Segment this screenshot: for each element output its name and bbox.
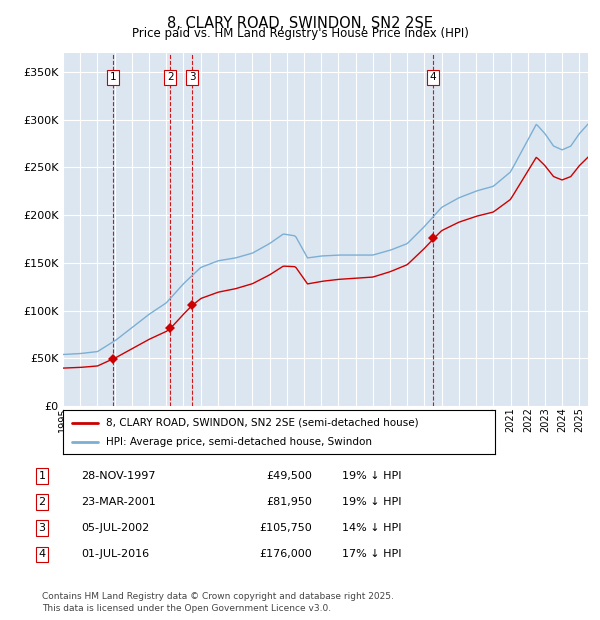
Text: 19% ↓ HPI: 19% ↓ HPI xyxy=(342,471,401,481)
Text: 3: 3 xyxy=(189,73,196,82)
Text: 2: 2 xyxy=(38,497,46,507)
Text: £105,750: £105,750 xyxy=(259,523,312,533)
Text: 8, CLARY ROAD, SWINDON, SN2 2SE: 8, CLARY ROAD, SWINDON, SN2 2SE xyxy=(167,16,433,30)
Text: 01-JUL-2016: 01-JUL-2016 xyxy=(81,549,149,559)
Text: HPI: Average price, semi-detached house, Swindon: HPI: Average price, semi-detached house,… xyxy=(106,436,372,446)
Text: £49,500: £49,500 xyxy=(266,471,312,481)
Text: 4: 4 xyxy=(430,73,436,82)
Text: 3: 3 xyxy=(38,523,46,533)
Text: 4: 4 xyxy=(38,549,46,559)
Text: 28-NOV-1997: 28-NOV-1997 xyxy=(81,471,155,481)
Text: 1: 1 xyxy=(38,471,46,481)
Text: 05-JUL-2002: 05-JUL-2002 xyxy=(81,523,149,533)
Text: 17% ↓ HPI: 17% ↓ HPI xyxy=(342,549,401,559)
Text: £81,950: £81,950 xyxy=(266,497,312,507)
Text: 2: 2 xyxy=(167,73,173,82)
Text: £176,000: £176,000 xyxy=(259,549,312,559)
Text: 14% ↓ HPI: 14% ↓ HPI xyxy=(342,523,401,533)
Text: Price paid vs. HM Land Registry's House Price Index (HPI): Price paid vs. HM Land Registry's House … xyxy=(131,27,469,40)
Text: 23-MAR-2001: 23-MAR-2001 xyxy=(81,497,156,507)
Text: Contains HM Land Registry data © Crown copyright and database right 2025.
This d: Contains HM Land Registry data © Crown c… xyxy=(42,591,394,613)
Text: 8, CLARY ROAD, SWINDON, SN2 2SE (semi-detached house): 8, CLARY ROAD, SWINDON, SN2 2SE (semi-de… xyxy=(106,418,419,428)
Text: 19% ↓ HPI: 19% ↓ HPI xyxy=(342,497,401,507)
Text: 1: 1 xyxy=(110,73,116,82)
